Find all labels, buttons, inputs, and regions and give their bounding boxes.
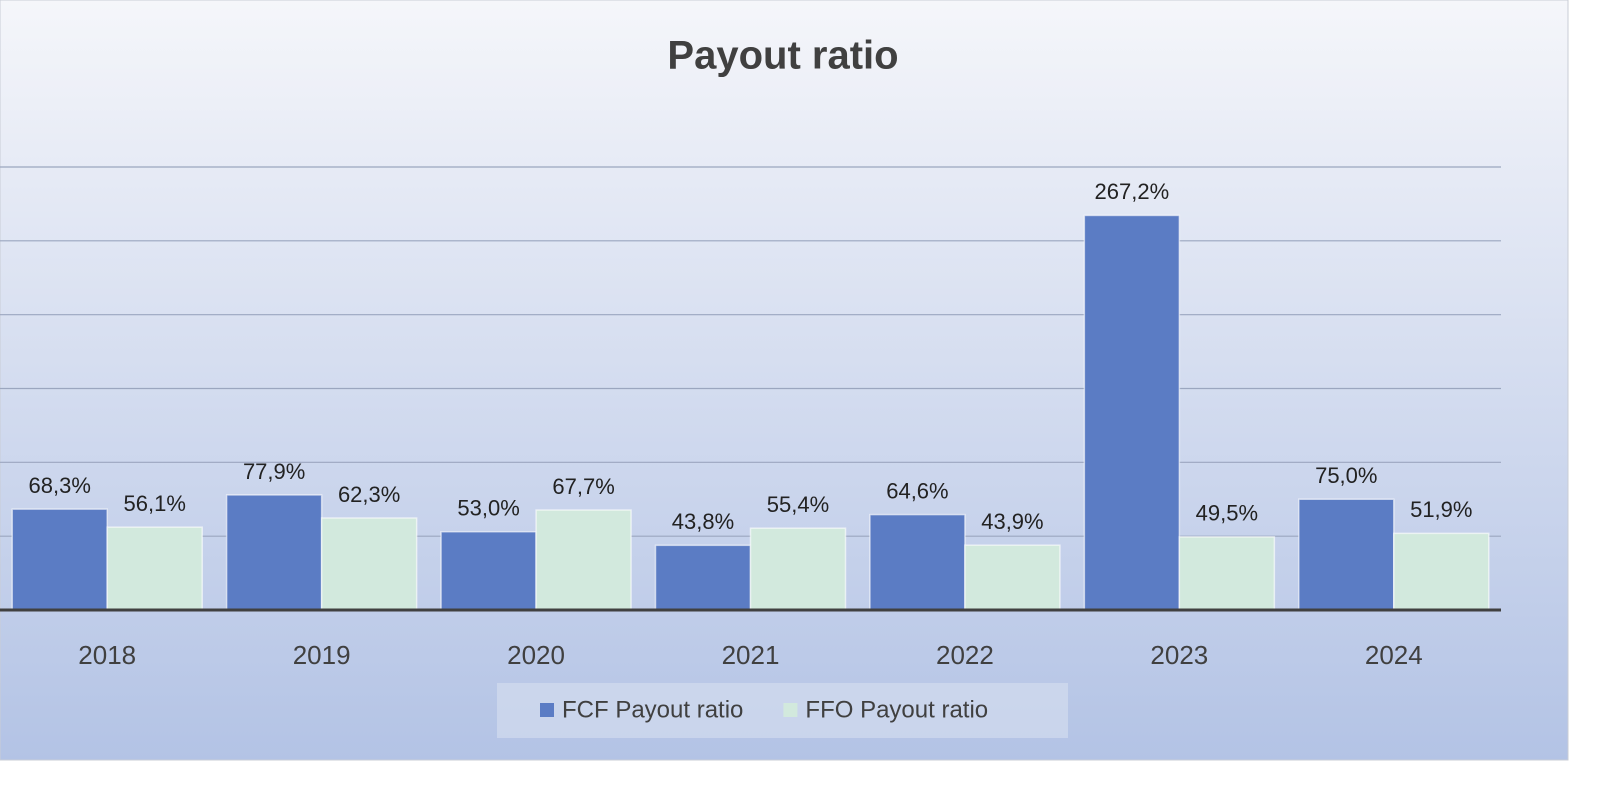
data-label: 53,0% bbox=[457, 496, 519, 521]
x-tick-label: 2023 bbox=[1150, 640, 1208, 670]
x-tick-label: 2019 bbox=[293, 640, 351, 670]
legend-swatch bbox=[540, 703, 554, 717]
data-label: 51,9% bbox=[1410, 497, 1472, 522]
bar bbox=[1178, 536, 1276, 611]
chart-title: Payout ratio bbox=[667, 34, 898, 78]
x-tick-label: 2024 bbox=[1365, 640, 1423, 670]
bar bbox=[535, 509, 632, 611]
x-tick-label: 2022 bbox=[936, 640, 994, 670]
legend-swatch bbox=[783, 703, 798, 717]
bar bbox=[654, 544, 752, 611]
data-label: 43,9% bbox=[981, 509, 1043, 534]
data-label: 64,6% bbox=[886, 478, 948, 503]
data-label: 75,0% bbox=[1315, 463, 1377, 488]
bar bbox=[225, 494, 323, 611]
bar bbox=[440, 530, 537, 611]
bar bbox=[749, 527, 847, 611]
bar bbox=[320, 517, 418, 611]
chart-background bbox=[0, 0, 1569, 761]
data-label: 67,7% bbox=[552, 474, 614, 499]
bar bbox=[964, 544, 1061, 611]
bar bbox=[1298, 498, 1395, 611]
x-tick-label: 2018 bbox=[78, 640, 136, 670]
bar bbox=[1083, 214, 1181, 611]
data-label: 68,3% bbox=[29, 473, 91, 498]
data-label: 77,9% bbox=[243, 459, 305, 484]
data-label: 43,8% bbox=[672, 509, 734, 534]
data-label: 55,4% bbox=[767, 492, 829, 517]
legend-box bbox=[497, 683, 1068, 738]
data-label: 49,5% bbox=[1196, 501, 1258, 526]
bar bbox=[106, 526, 203, 611]
legend-label: FFO Payout ratio bbox=[805, 696, 988, 723]
data-label: 267,2% bbox=[1095, 179, 1170, 204]
bar bbox=[1393, 532, 1490, 611]
data-label: 56,1% bbox=[124, 491, 186, 516]
bar bbox=[869, 513, 966, 611]
x-tick-label: 2021 bbox=[722, 640, 780, 670]
bar bbox=[11, 508, 108, 611]
x-tick-label: 2020 bbox=[507, 640, 565, 670]
data-label: 62,3% bbox=[338, 482, 400, 507]
legend-label: FCF Payout ratio bbox=[562, 696, 743, 723]
